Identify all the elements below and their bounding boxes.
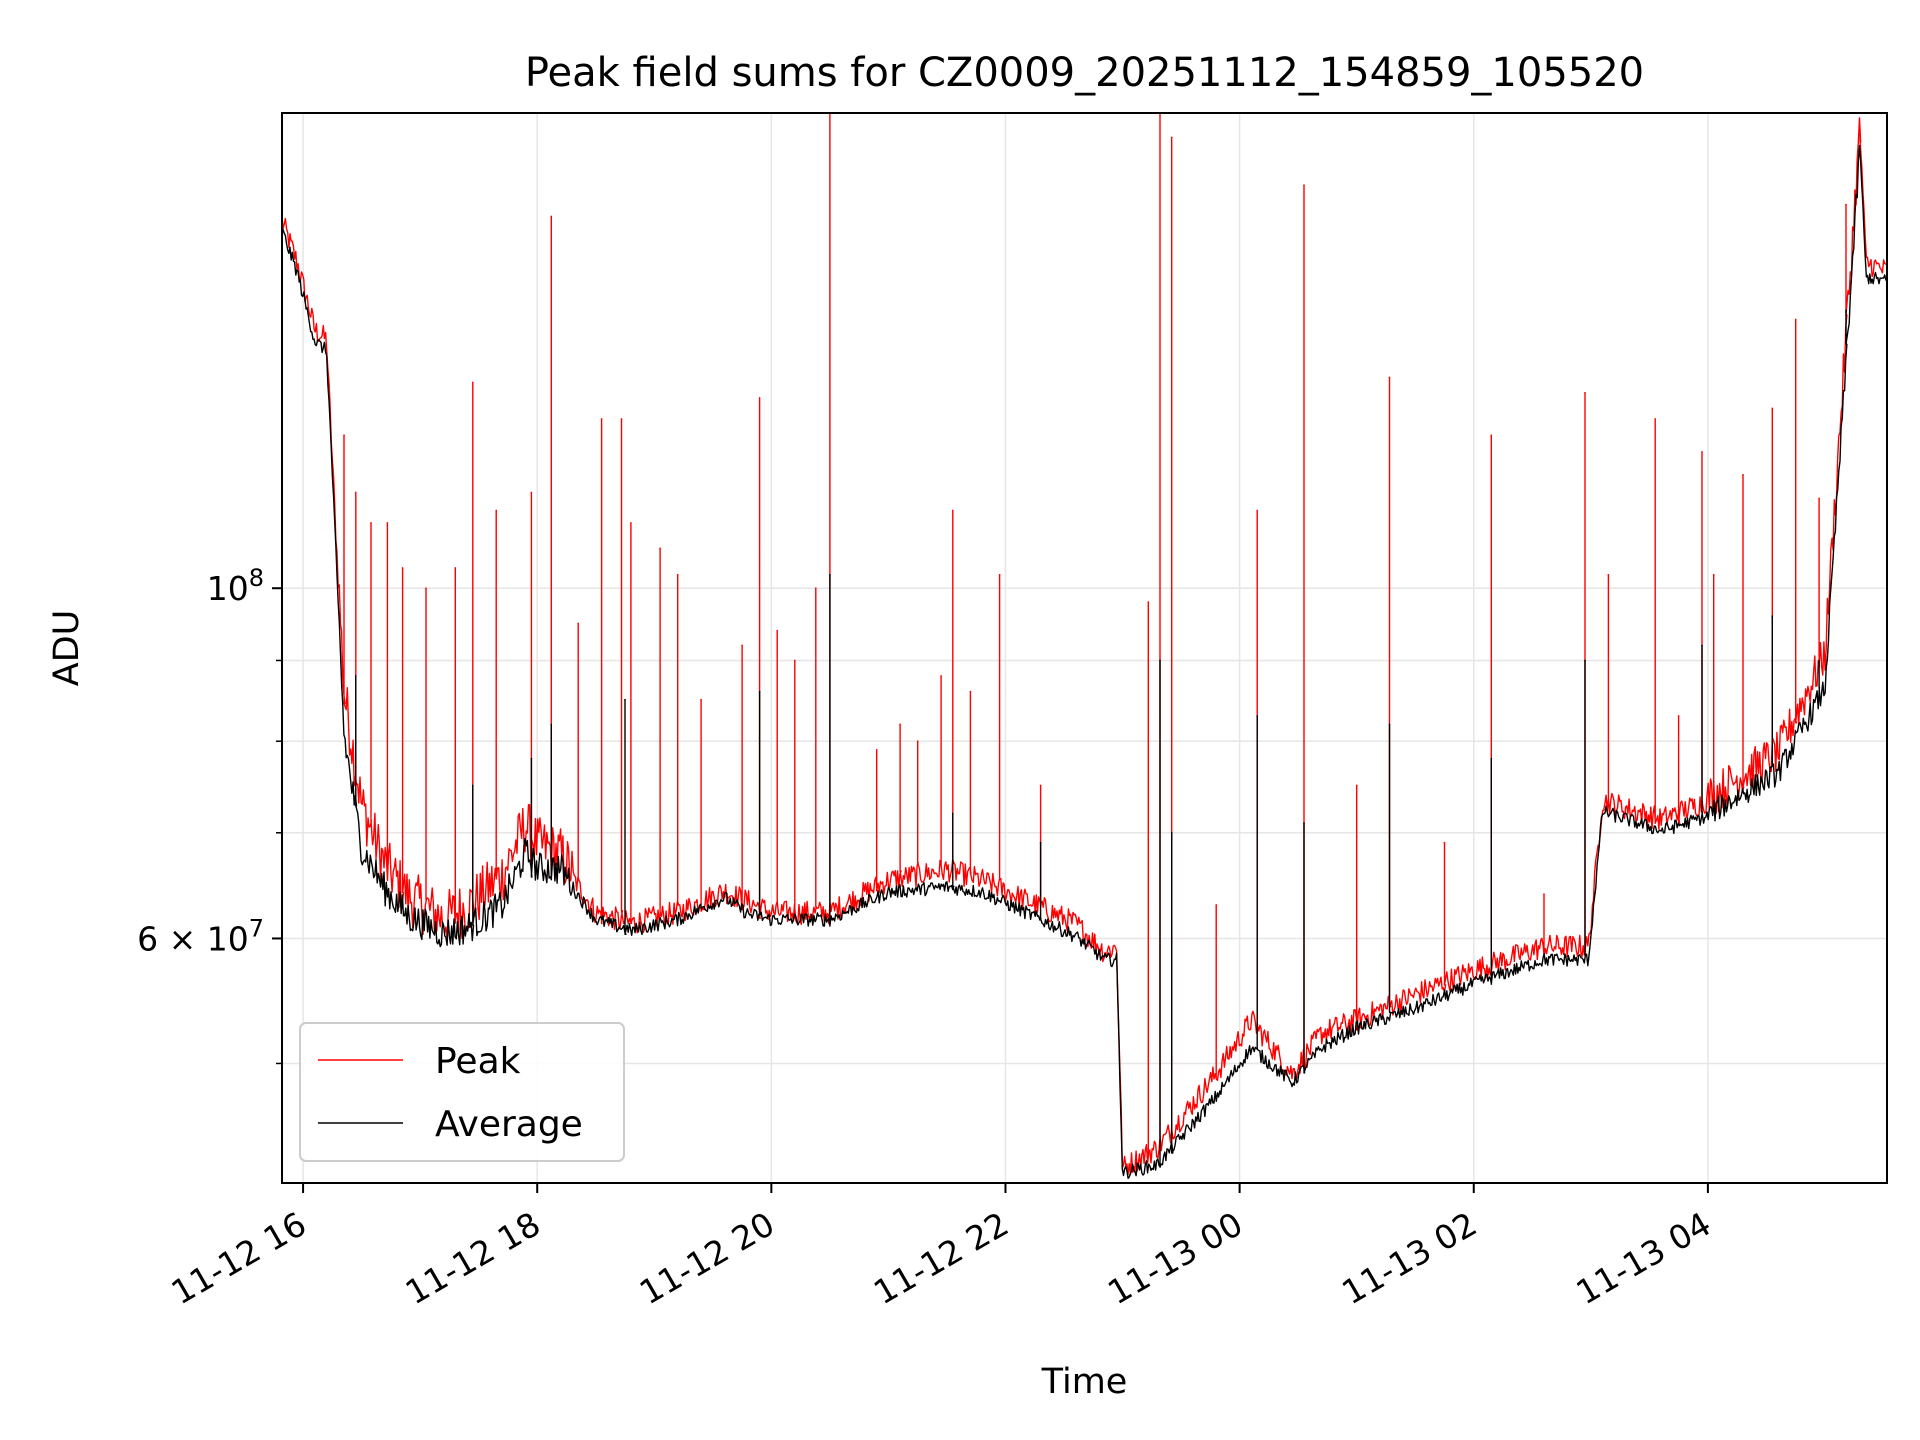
spike-point	[1303, 184, 1305, 187]
spike-point	[495, 509, 498, 512]
spike-point	[343, 434, 345, 437]
spike-point	[370, 522, 372, 524]
spike-point	[386, 522, 389, 524]
spike-point	[472, 784, 474, 787]
spike-point	[1256, 715, 1258, 717]
spike-point	[1771, 615, 1774, 618]
chart-title: Peak field sums for CZ0009_20251112_1548…	[525, 50, 1644, 96]
spike-point	[624, 698, 626, 701]
spike-point	[1859, 129, 1861, 132]
spike-point	[793, 659, 796, 662]
spike-point	[630, 522, 632, 524]
spike-point	[758, 397, 761, 399]
y-tick-label: 6 × 107	[137, 914, 264, 958]
spike-point	[1818, 659, 1820, 662]
spike-point	[1794, 318, 1797, 321]
spike-point	[741, 644, 743, 647]
spike-point	[1303, 822, 1305, 824]
spike-point	[1654, 418, 1657, 420]
spike-point	[425, 587, 427, 590]
x-axis-label: Time	[1041, 1362, 1128, 1402]
spike-point	[472, 381, 474, 384]
spike-point	[916, 740, 919, 743]
series-peak	[282, 113, 1887, 1176]
spike-point	[940, 675, 942, 677]
spike-point	[530, 757, 533, 760]
y-axis-label: ADU	[47, 610, 87, 687]
spike-point	[1039, 784, 1042, 787]
spike-point	[1256, 509, 1258, 512]
spike-point	[550, 215, 553, 218]
plot-frame	[281, 112, 1888, 1184]
spike-point	[577, 622, 579, 625]
spike-point	[620, 418, 623, 420]
spike-point	[899, 723, 901, 726]
spike-point	[1443, 841, 1446, 844]
spike-point	[1677, 715, 1680, 717]
legend-frame	[299, 1022, 625, 1162]
spike-point	[1543, 893, 1545, 896]
spike-point	[1355, 784, 1358, 787]
spike-point	[875, 749, 878, 751]
spike-point	[354, 675, 357, 677]
spike-point	[530, 491, 533, 494]
spike-point	[550, 723, 553, 726]
spike-point	[1845, 203, 1847, 206]
spike-point	[776, 629, 778, 632]
spike-point	[676, 573, 679, 576]
spike-point	[1490, 757, 1493, 760]
spike-point	[758, 690, 761, 693]
y-axis: 6 × 107 108	[137, 564, 282, 1065]
spike-point	[1701, 451, 1703, 453]
spike-point	[600, 418, 603, 420]
spike-point	[354, 491, 357, 494]
spike-point	[1818, 497, 1820, 500]
spike-point	[659, 547, 661, 550]
spike-point	[1584, 659, 1586, 662]
spike-point	[1742, 473, 1744, 476]
spike-point	[1490, 434, 1493, 437]
series-average	[282, 144, 1887, 1179]
legend: Peak Average	[299, 1022, 625, 1162]
spike-point	[1159, 659, 1161, 662]
spike-point	[1039, 841, 1042, 844]
series-line-peak	[282, 113, 1887, 1176]
spike-point	[700, 698, 702, 701]
spike-point	[1584, 391, 1586, 394]
spike-point	[1712, 573, 1715, 576]
spike-point	[1170, 136, 1173, 139]
spike-point	[1388, 376, 1391, 379]
spike-point	[1607, 573, 1610, 576]
y-tick-label: 108	[207, 564, 264, 608]
legend-label-peak: Peak	[435, 1041, 521, 1082]
series-layer	[282, 113, 1887, 1179]
spike-point	[951, 509, 954, 512]
spike-point	[1701, 644, 1703, 647]
spike-point	[454, 567, 457, 569]
spike-point	[1170, 831, 1173, 834]
spike-point	[1771, 407, 1774, 410]
spike-point	[1215, 904, 1218, 906]
legend-label-average: Average	[435, 1104, 583, 1145]
spike-point	[829, 573, 831, 576]
spike-point	[815, 587, 817, 590]
spike-point	[951, 812, 954, 815]
spike-point	[1845, 309, 1847, 312]
spike-point	[1388, 723, 1391, 726]
series-line-average	[282, 144, 1887, 1179]
spike-point	[401, 567, 404, 569]
spike-point	[969, 690, 972, 693]
spike-point	[998, 573, 1001, 576]
spike-point	[1147, 601, 1150, 603]
plot-area	[282, 113, 1887, 1179]
